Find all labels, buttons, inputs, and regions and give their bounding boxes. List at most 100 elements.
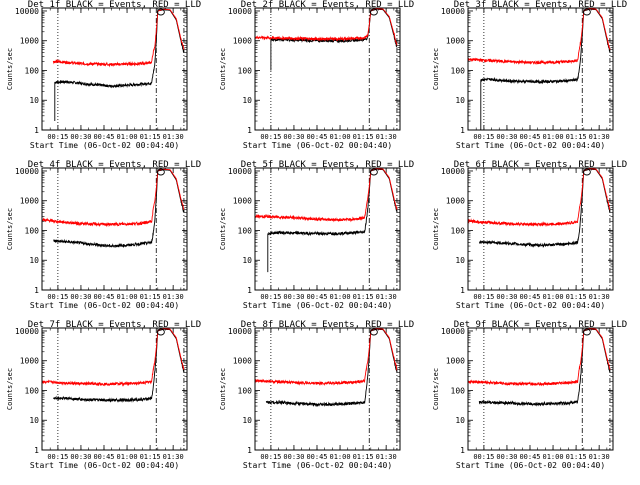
y-tick-label: 10 (242, 256, 252, 265)
plot-frame (254, 327, 401, 451)
detector-panel: Det 4f BLACK = Events, RED = LLD Counts/s… (6, 160, 201, 310)
detector-panel: Det 5f BLACK = Events, RED = LLD Counts/s… (219, 160, 414, 310)
peak-marker (369, 328, 378, 336)
panel-title: Det 2f BLACK = Events, RED = LLD (241, 0, 414, 10)
y-tick-label: 10 (455, 96, 465, 105)
x-tick-label: 00:30 (283, 133, 304, 141)
y-tick-label: 10 (455, 416, 465, 425)
panel-title: Det 9f BLACK = Events, RED = LLD (454, 320, 627, 330)
lld-trace (468, 328, 611, 387)
x-tick-label: 01:30 (589, 453, 610, 461)
x-axis-label: Start Time (06-Oct-02 00:04:40) (243, 461, 392, 470)
events-trace (54, 9, 185, 121)
panel-title: Det 5f BLACK = Events, RED = LLD (241, 160, 414, 170)
x-tick-label: 01:00 (330, 453, 351, 461)
x-tick-label: 01:30 (163, 133, 184, 141)
y-tick-label: 1000 (20, 197, 39, 206)
x-tick-label: 00:15 (47, 453, 68, 461)
plot-frame (41, 167, 188, 291)
x-tick-label: 00:45 (519, 453, 540, 461)
x-tick-label: 01:15 (140, 453, 161, 461)
peak-marker (369, 8, 378, 16)
y-tick-label: 10000 (441, 167, 465, 176)
detector-panel: Det 3f BLACK = Events, RED = LLD Counts/s… (432, 0, 627, 150)
x-tick-label: 00:45 (306, 293, 327, 301)
events-trace (53, 169, 185, 248)
x-tick-label: 00:30 (496, 453, 517, 461)
events-trace (478, 328, 611, 407)
y-tick-label: 1 (34, 126, 39, 135)
detector-panel: Det 1f BLACK = Events, RED = LLD Counts/s… (6, 0, 201, 150)
y-tick-label: 1000 (233, 37, 252, 46)
y-tick-label: 100 (25, 66, 40, 75)
lld-trace (255, 168, 398, 223)
y-tick-label: 1 (247, 286, 252, 295)
lld-trace (42, 168, 185, 228)
y-tick-label: 100 (451, 66, 466, 75)
y-tick-label: 1 (460, 126, 465, 135)
y-tick-label: 1 (34, 286, 39, 295)
y-tick-label: 10000 (228, 167, 252, 176)
panel-title: Det 6f BLACK = Events, RED = LLD (454, 160, 627, 170)
x-tick-label: 01:00 (117, 293, 138, 301)
y-tick-label: 10 (29, 96, 39, 105)
x-tick-label: 01:15 (140, 293, 161, 301)
x-tick-label: 01:00 (543, 453, 564, 461)
y-tick-label: 10 (242, 416, 252, 425)
y-tick-label: 100 (238, 66, 253, 75)
y-tick-label: 100 (451, 226, 466, 235)
y-tick-label: 1 (34, 446, 39, 455)
x-axis-label: Start Time (06-Oct-02 00:04:40) (243, 141, 392, 150)
y-tick-label: 1 (460, 446, 465, 455)
x-tick-label: 00:15 (473, 133, 494, 141)
events-trace (265, 328, 398, 408)
x-axis-label: Start Time (06-Oct-02 00:04:40) (30, 461, 179, 470)
y-tick-label: 100 (238, 386, 253, 395)
y-tick-label: 1000 (446, 197, 465, 206)
x-tick-label: 00:30 (283, 293, 304, 301)
peak-marker (156, 8, 165, 16)
x-tick-label: 00:30 (70, 453, 91, 461)
y-tick-label: 10 (29, 256, 39, 265)
x-tick-label: 01:00 (117, 453, 138, 461)
y-tick-label: 100 (25, 386, 40, 395)
y-tick-label: 1 (247, 126, 252, 135)
y-tick-label: 1000 (446, 357, 465, 366)
detector-panel: Det 2f BLACK = Events, RED = LLD Counts/s… (219, 0, 414, 150)
peak-marker (582, 328, 591, 336)
x-tick-label: 00:45 (306, 133, 327, 141)
plot-frame (41, 327, 188, 451)
detector-panel: Det 7f BLACK = Events, RED = LLD Counts/s… (6, 320, 201, 470)
lld-trace (255, 328, 398, 387)
y-tick-label: 10000 (15, 327, 39, 336)
y-tick-label: 10 (242, 96, 252, 105)
x-tick-label: 00:15 (473, 293, 494, 301)
detector-panel: Det 6f BLACK = Events, RED = LLD Counts/s… (432, 160, 627, 310)
x-tick-label: 01:15 (566, 133, 587, 141)
x-tick-label: 00:15 (47, 133, 68, 141)
plot-frame (467, 7, 614, 131)
x-tick-label: 00:45 (306, 453, 327, 461)
y-tick-label: 10000 (228, 7, 252, 16)
y-tick-label: 10000 (228, 327, 252, 336)
plot-frame (467, 167, 614, 291)
events-trace (270, 8, 398, 71)
panel-title: Det 3f BLACK = Events, RED = LLD (454, 0, 627, 10)
peak-marker (156, 168, 165, 176)
peak-marker (582, 8, 591, 16)
x-tick-label: 00:15 (473, 453, 494, 461)
y-axis-label: Counts/sec (6, 48, 14, 90)
x-tick-label: 00:15 (260, 293, 281, 301)
y-axis-label: Counts/sec (219, 48, 227, 90)
x-tick-label: 00:45 (93, 133, 114, 141)
x-axis-label: Start Time (06-Oct-02 00:04:40) (30, 301, 179, 310)
y-tick-label: 10000 (15, 7, 39, 16)
x-tick-label: 01:30 (589, 293, 610, 301)
events-trace (480, 8, 611, 130)
x-tick-label: 00:30 (283, 453, 304, 461)
x-tick-label: 00:30 (70, 293, 91, 301)
peak-marker (582, 168, 591, 176)
x-tick-label: 01:00 (330, 133, 351, 141)
